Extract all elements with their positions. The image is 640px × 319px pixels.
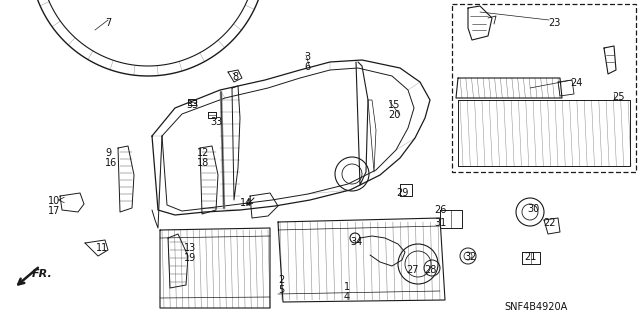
Text: 11: 11	[96, 243, 108, 253]
Text: 25: 25	[612, 92, 625, 102]
Text: 1: 1	[344, 282, 350, 292]
Text: 4: 4	[344, 292, 350, 302]
Text: FR.: FR.	[32, 269, 52, 279]
Text: 14: 14	[240, 198, 252, 208]
Text: 19: 19	[184, 253, 196, 263]
Text: 5: 5	[278, 285, 284, 295]
Text: 20: 20	[388, 110, 401, 120]
Text: 31: 31	[434, 218, 446, 228]
Text: 15: 15	[388, 100, 401, 110]
Text: 34: 34	[350, 237, 362, 247]
Text: 3: 3	[304, 52, 310, 62]
Text: 8: 8	[232, 72, 238, 82]
Text: 24: 24	[570, 78, 582, 88]
Text: 22: 22	[543, 218, 556, 228]
Text: SNF4B4920A: SNF4B4920A	[504, 302, 567, 312]
Text: 28: 28	[424, 265, 436, 275]
Text: 27: 27	[406, 265, 419, 275]
Text: 18: 18	[197, 158, 209, 168]
Text: 29: 29	[396, 188, 408, 198]
Text: 30: 30	[527, 204, 540, 214]
Text: 2: 2	[278, 275, 284, 285]
Text: 7: 7	[105, 18, 111, 28]
Bar	[452, 4, 636, 172]
Text: 6: 6	[304, 62, 310, 72]
Text: 23: 23	[548, 18, 561, 28]
Text: 17: 17	[48, 206, 60, 216]
Text: 9: 9	[105, 148, 111, 158]
Text: 33: 33	[210, 117, 222, 127]
Text: 26: 26	[434, 205, 446, 215]
Text: 12: 12	[197, 148, 209, 158]
Text: 16: 16	[105, 158, 117, 168]
Text: 32: 32	[464, 252, 476, 262]
Text: 13: 13	[184, 243, 196, 253]
Text: 10: 10	[48, 196, 60, 206]
Text: 33: 33	[186, 100, 198, 110]
Text: 21: 21	[524, 252, 536, 262]
